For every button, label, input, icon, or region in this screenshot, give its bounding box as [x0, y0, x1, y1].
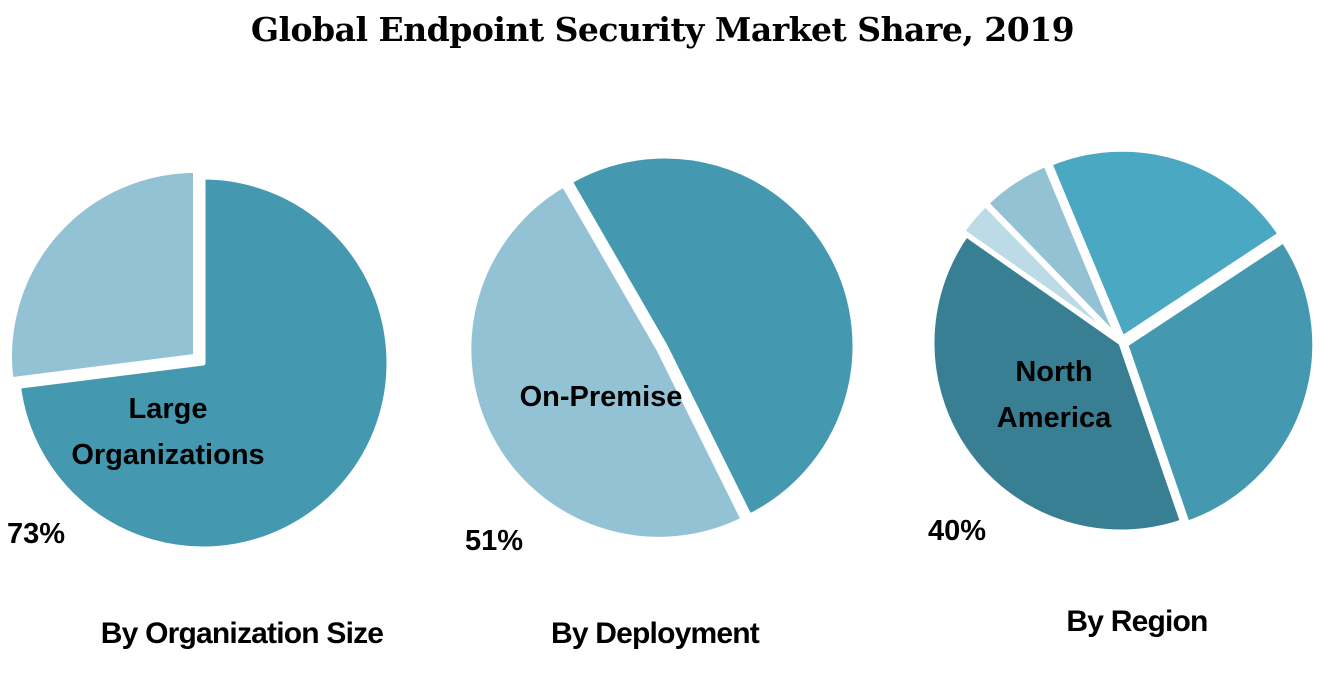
pie-2-caption: By Deployment: [551, 617, 760, 650]
pie-1-highlight-label: Organizations: [71, 439, 264, 471]
pie-2-highlight-label: On-Premise: [520, 381, 683, 413]
pie-3-caption: By Region: [1066, 605, 1207, 638]
pie-1-slice-2: [7, 167, 198, 383]
pie-3-highlight-value: 40%: [928, 515, 986, 547]
pie-2-slice-2: [466, 182, 746, 542]
pie-3-slice-4: [1047, 146, 1283, 341]
pie-3-slice-1: [929, 232, 1186, 535]
pie-3-highlight-label: North: [1015, 356, 1092, 388]
pie-1-slice-1: [15, 174, 392, 552]
pie-2-highlight-value: 51%: [465, 525, 523, 557]
pie-2-slice-1: [567, 153, 858, 519]
pie-1-highlight-label: Large: [129, 393, 208, 425]
pie-1-caption: By Organization Size: [101, 617, 384, 650]
pie-3-highlight-label: America: [997, 402, 1112, 434]
pie-1-highlight-value: 73%: [7, 518, 65, 550]
pie-3-slice-3: [983, 161, 1121, 342]
chart-title: Global Endpoint Security Market Share, 2…: [250, 10, 1075, 49]
pie-3-slice-5: [1123, 238, 1318, 526]
